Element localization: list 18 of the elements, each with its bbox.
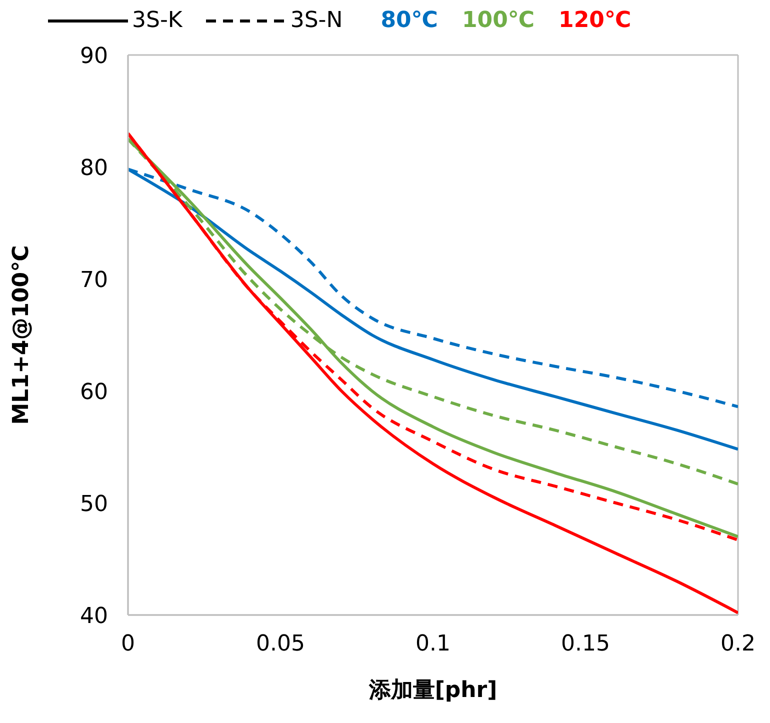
y-axis-title: ML1+4@100℃ [8,245,34,425]
y-tick-label: 60 [80,380,108,405]
y-tick-label: 40 [80,604,108,629]
x-tick-label: 0.15 [561,632,610,657]
text: 100℃ [462,8,535,33]
x-tick-label: 0 [121,632,135,657]
x-axis-title: 添加量[phr] [368,678,498,703]
y-tick-label: 70 [80,268,108,293]
text: 120℃ [558,8,632,33]
x-tick-label: 0.2 [720,632,756,657]
y-tick-label: 90 [80,44,108,69]
y-tick-label: 50 [80,492,108,517]
x-tick-label: 0.1 [416,632,450,657]
y-tick-label: 80 [80,156,108,181]
text: 3S-K [132,8,182,33]
text: 80℃ [380,8,438,33]
text: 3S-N [290,8,343,33]
x-tick-label: 0.05 [256,632,305,657]
